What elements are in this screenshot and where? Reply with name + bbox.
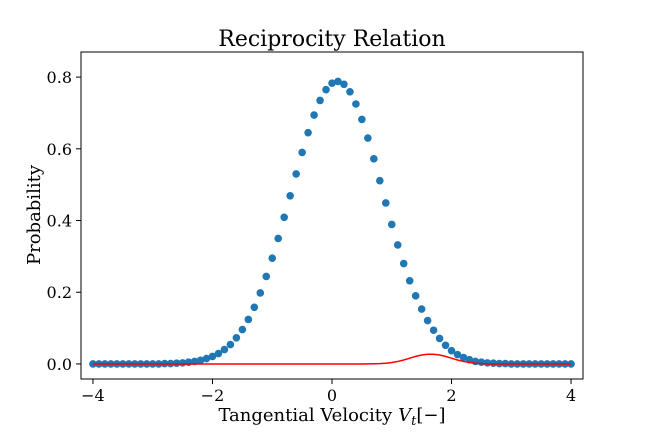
data-point <box>346 88 354 96</box>
data-point <box>435 334 444 343</box>
data-point <box>280 213 288 222</box>
data-point <box>274 234 283 243</box>
x-tick-label: 2 <box>446 386 456 405</box>
data-point <box>417 305 426 313</box>
data-point <box>244 315 253 324</box>
data-point <box>483 359 492 367</box>
data-point <box>423 316 432 325</box>
data-point <box>387 220 396 229</box>
x-tick-label: 4 <box>566 386 576 405</box>
x-axis-label-subscript: t <box>411 414 417 429</box>
data-point <box>429 326 438 335</box>
y-tick-label: 0.6 <box>47 140 72 159</box>
x-tick-label: −2 <box>201 386 225 405</box>
data-point <box>286 191 294 200</box>
data-point <box>250 303 259 312</box>
data-point <box>340 80 348 89</box>
data-point <box>178 359 187 367</box>
y-tick-label: 0.0 <box>47 355 72 374</box>
x-axis: −4 −2 0 2 4 <box>81 379 576 405</box>
data-point <box>262 272 271 281</box>
data-point <box>202 354 211 363</box>
data-point <box>459 353 468 362</box>
x-axis-label: Tangential Velocity Vt[−] <box>218 405 445 429</box>
data-point <box>292 170 300 178</box>
data-point <box>256 289 265 297</box>
data-point <box>214 349 223 358</box>
data-point <box>220 345 229 354</box>
data-point <box>196 356 205 365</box>
axes-frame <box>80 51 584 380</box>
data-point <box>381 199 390 207</box>
data-point <box>238 325 247 334</box>
data-point <box>334 77 342 86</box>
data-point <box>376 176 384 185</box>
data-point <box>453 350 462 359</box>
y-axis-label: Probability <box>24 164 45 265</box>
y-tick-label: 0.4 <box>47 212 72 231</box>
y-axis: 0.0 0.2 0.4 0.6 0.8 <box>47 68 81 374</box>
y-tick-label: 0.2 <box>47 283 72 302</box>
data-point <box>208 352 217 361</box>
x-tick-label: −4 <box>81 386 105 405</box>
data-point <box>364 134 372 142</box>
data-point <box>405 276 414 285</box>
data-point <box>310 111 318 119</box>
data-point <box>352 100 360 108</box>
data-point <box>304 128 312 137</box>
data-point <box>322 85 330 94</box>
data-point <box>441 341 450 350</box>
data-point <box>316 96 324 105</box>
plot-area <box>89 77 575 368</box>
x-axis-label-unit: [−] <box>416 405 445 426</box>
data-point <box>399 259 408 268</box>
data-point <box>232 333 241 342</box>
data-point <box>411 292 420 300</box>
data-point <box>268 254 277 262</box>
chart-title: Reciprocity Relation <box>218 27 445 52</box>
data-point <box>328 79 336 87</box>
series-line-1 <box>92 353 572 365</box>
y-tick-label: 0.8 <box>47 68 72 87</box>
data-point <box>226 340 235 349</box>
data-point <box>370 155 378 163</box>
x-axis-label-symbol: V <box>398 405 413 426</box>
data-point <box>358 115 366 124</box>
x-axis-label-text: Tangential Velocity <box>218 405 393 426</box>
data-point <box>298 148 306 157</box>
x-tick-label: 0 <box>327 386 337 405</box>
data-point <box>393 241 402 249</box>
data-point <box>447 346 456 355</box>
